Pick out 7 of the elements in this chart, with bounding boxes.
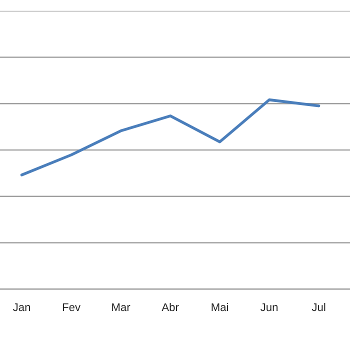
x-tick-label: Mar [112, 303, 130, 312]
x-tick-label: Jun [260, 303, 278, 312]
x-tick-label: Fev [62, 303, 81, 312]
x-tick-label: Abr [162, 302, 179, 312]
x-tick-label: Mai [212, 302, 228, 312]
x-tick-label: Jan [13, 303, 30, 312]
x-tick-label: Jul [312, 302, 326, 312]
